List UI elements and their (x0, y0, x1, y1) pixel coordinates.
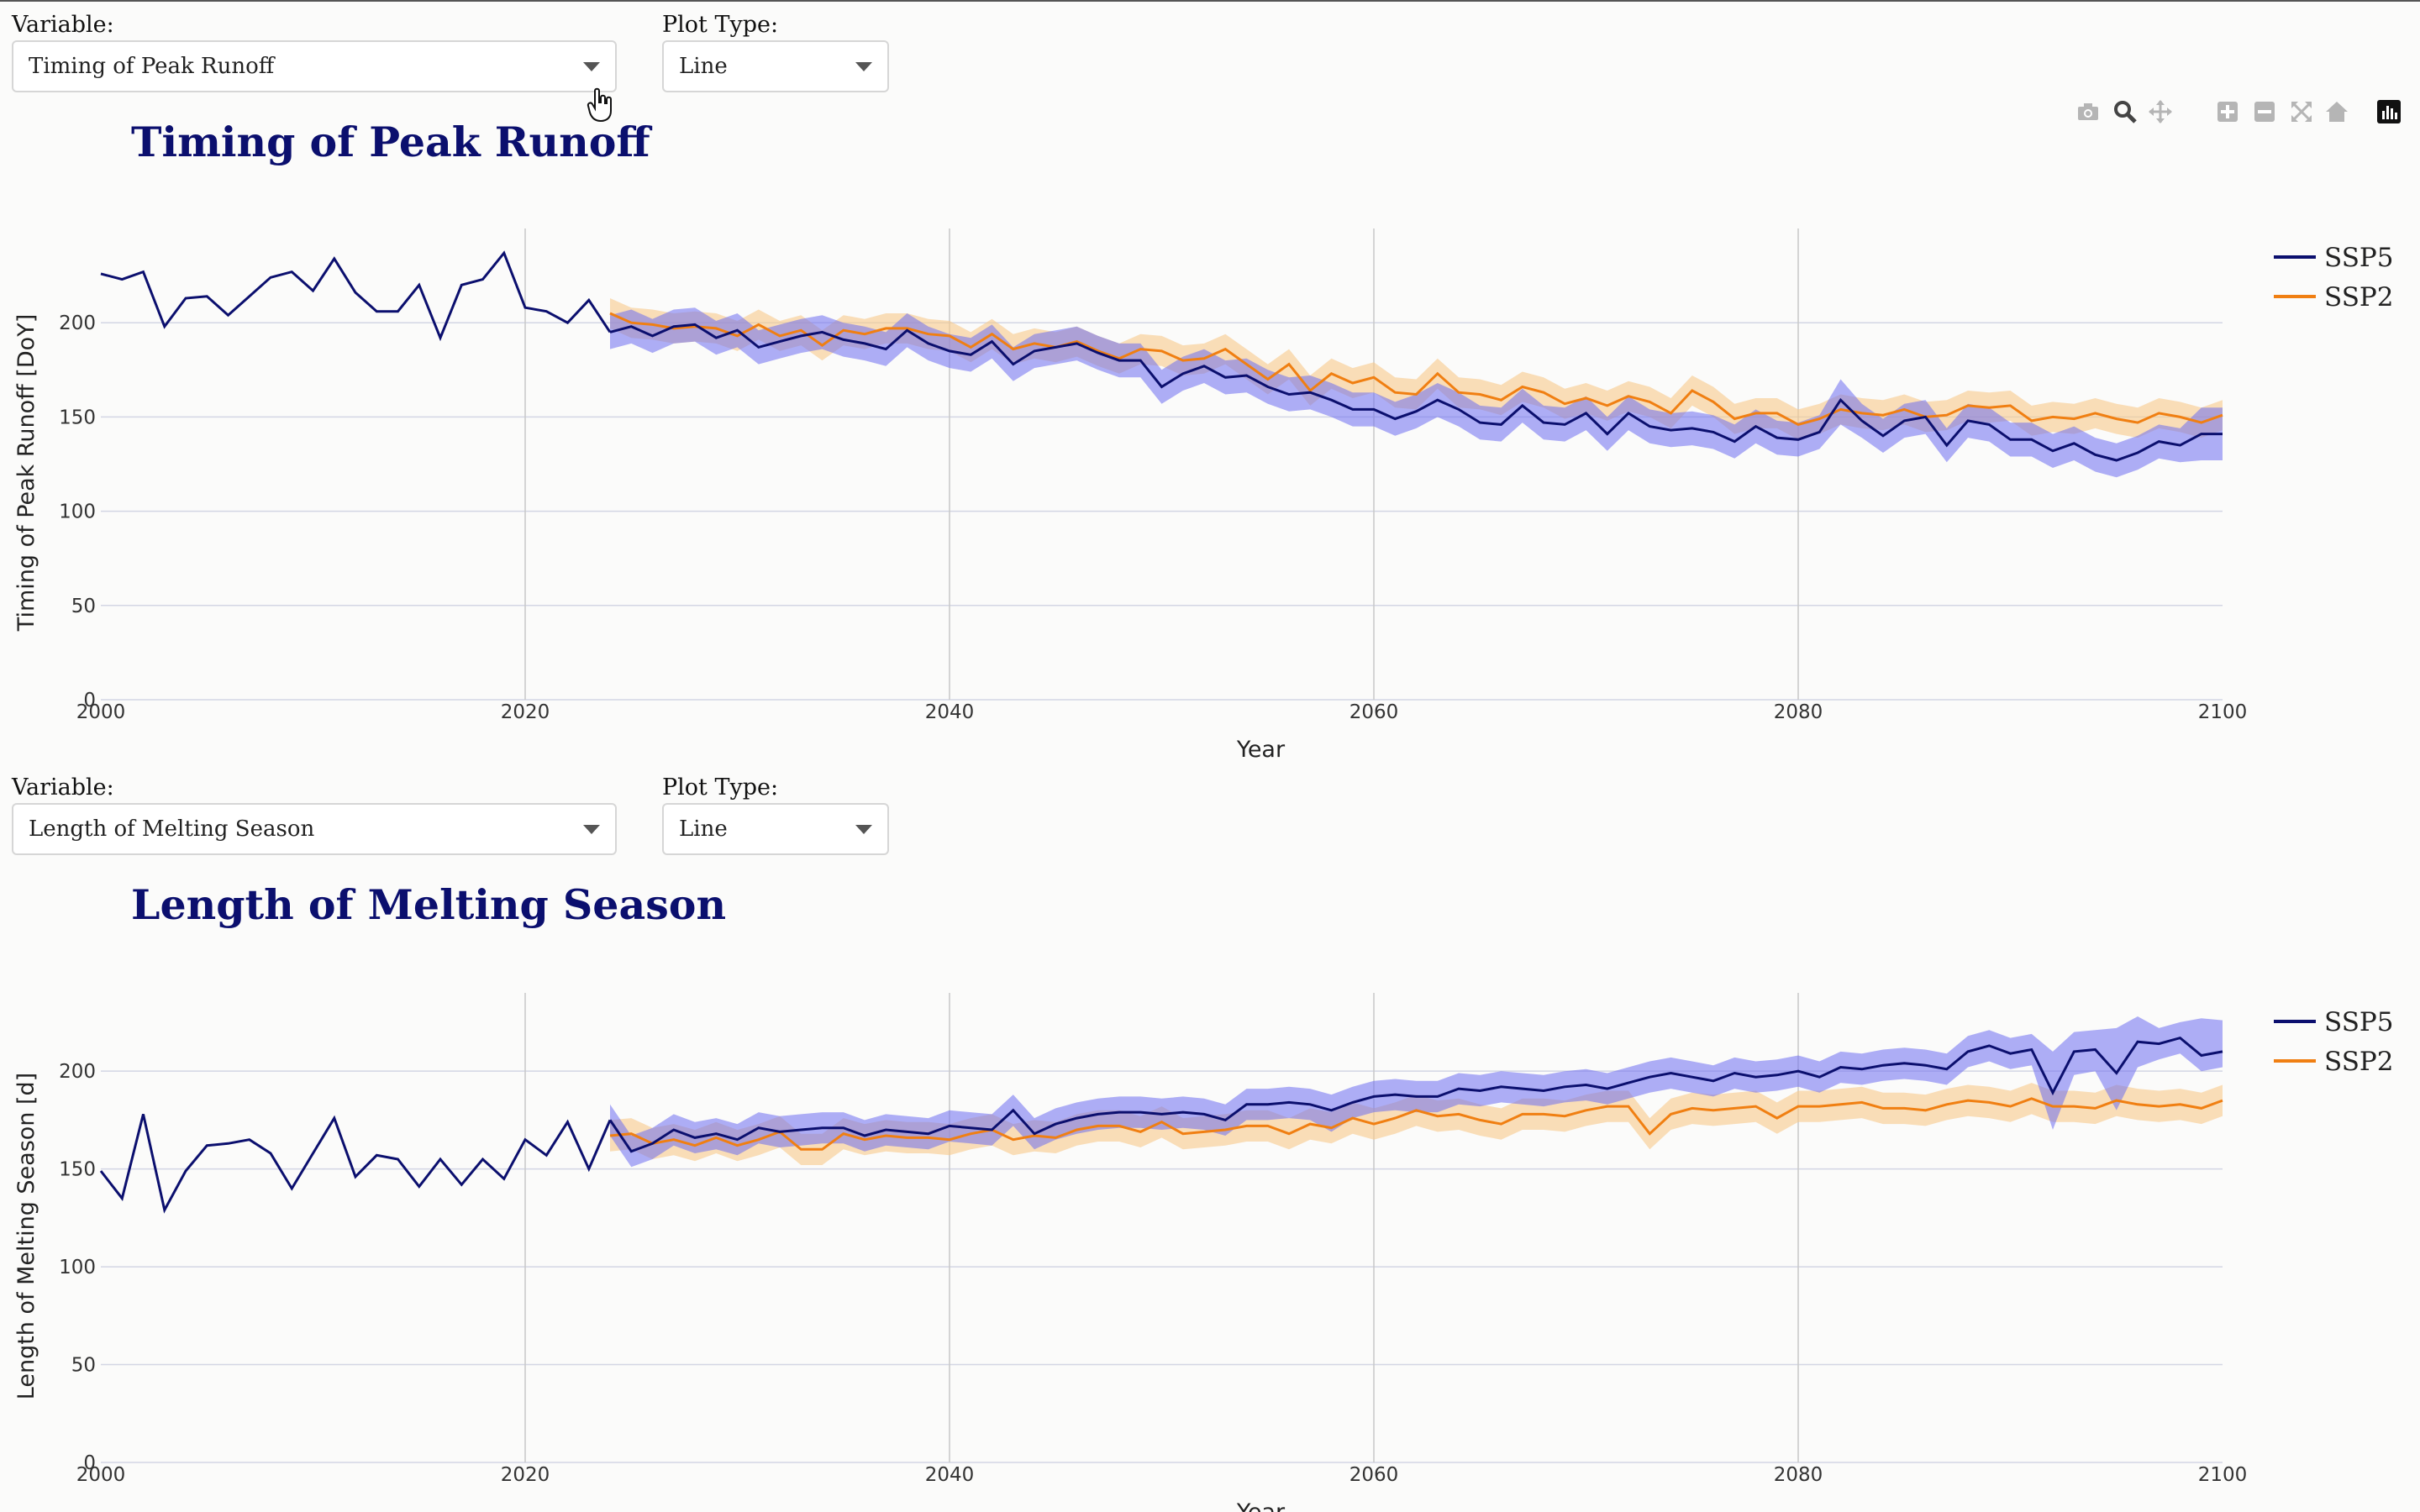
x-axis-title: Year (1236, 1499, 1286, 1512)
hand-cursor-icon (587, 87, 612, 123)
reset-axes-icon[interactable] (2324, 99, 2349, 124)
x-tick-label: 2080 (1774, 701, 1823, 723)
x-tick-label: 2020 (501, 1464, 550, 1486)
x-tick-label: 2000 (76, 701, 126, 723)
series-line-ssp2 (609, 1097, 2223, 1151)
zoom-in-icon[interactable] (2215, 99, 2240, 124)
y-tick-label: 200 (59, 1061, 96, 1083)
variable-label-2: Variable: (12, 774, 114, 801)
variable-select-2[interactable]: Length of Melting Season (12, 803, 617, 855)
band-ssp2 (610, 1083, 2223, 1165)
plot-type-select-2[interactable]: Line (662, 803, 889, 855)
band-ssp5 (610, 1016, 2223, 1168)
y-tick-label: 50 (71, 1355, 96, 1377)
top-border (0, 0, 2420, 2)
y-tick-label: 0 (83, 1452, 96, 1474)
legend-label-ssp2[interactable]: SSP2 (2324, 1047, 2394, 1077)
y-tick-label: 100 (59, 1257, 96, 1278)
variable-select-1[interactable]: Timing of Peak Runoff (12, 40, 617, 92)
band-ssp2 (610, 298, 2223, 440)
zoom-icon[interactable] (2112, 99, 2138, 124)
x-axis-title: Year (1236, 737, 1286, 763)
plotly-logo-icon[interactable] (2376, 99, 2402, 124)
chevron-down-icon (583, 825, 600, 834)
camera-icon[interactable] (2075, 99, 2101, 124)
variable-select-value-2: Length of Melting Season (29, 816, 315, 842)
legend-label-ssp2[interactable]: SSP2 (2324, 282, 2394, 312)
autoscale-icon[interactable] (2289, 99, 2314, 124)
x-tick-label: 2040 (925, 1464, 975, 1486)
plot-type-select-value-2: Line (679, 816, 728, 842)
plot-type-select-1[interactable]: Line (662, 40, 889, 92)
pan-icon[interactable] (2148, 99, 2173, 124)
x-tick-label: 2020 (501, 701, 550, 723)
chart-1[interactable]: 0 50 100 150 200 2000 2020 2040 2060 2080 2100 Year… (0, 0, 2420, 763)
y-axis-title: Timing of Peak Runoff [DoY] (13, 314, 39, 632)
y-tick-label: 150 (59, 1159, 96, 1181)
series-line-historical (99, 1114, 612, 1214)
plot-type-label-1: Plot Type: (662, 12, 779, 38)
chevron-down-icon (855, 62, 872, 71)
chart-title-1: Timing of Peak Runoff (131, 118, 650, 166)
y-tick-label: 150 (59, 407, 96, 428)
plot-type-label-2: Plot Type: (662, 774, 779, 801)
chevron-down-icon (583, 62, 600, 71)
x-tick-label: 2040 (925, 701, 975, 723)
y-axis-title: Length of Melting Season [d] (13, 1073, 39, 1399)
series-line-ssp5 (608, 1036, 2223, 1153)
series-line-ssp5 (609, 323, 2223, 462)
x-tick-label: 2100 (2198, 701, 2248, 723)
zoom-out-icon[interactable] (2252, 99, 2277, 124)
y-tick-label: 200 (59, 312, 96, 334)
legend-label-ssp5[interactable]: SSP5 (2324, 1007, 2394, 1037)
series-line-historical (100, 250, 612, 342)
x-tick-label: 2100 (2198, 1464, 2248, 1486)
legend-label-ssp5[interactable]: SSP5 (2324, 243, 2394, 273)
series-line-ssp2 (609, 312, 2223, 427)
variable-label-1: Variable: (12, 12, 114, 38)
x-tick-label: 2060 (1349, 1464, 1399, 1486)
y-tick-label: 100 (59, 501, 96, 523)
y-tick-label: 0 (83, 690, 96, 711)
x-tick-label: 2000 (76, 1464, 126, 1486)
chart-title-2: Length of Melting Season (131, 880, 727, 929)
chevron-down-icon (855, 825, 872, 834)
x-tick-label: 2080 (1774, 1464, 1823, 1486)
plot-type-select-value-1: Line (679, 54, 728, 79)
variable-select-value-1: Timing of Peak Runoff (29, 54, 275, 79)
y-tick-label: 50 (71, 596, 96, 617)
x-tick-label: 2060 (1349, 701, 1399, 723)
